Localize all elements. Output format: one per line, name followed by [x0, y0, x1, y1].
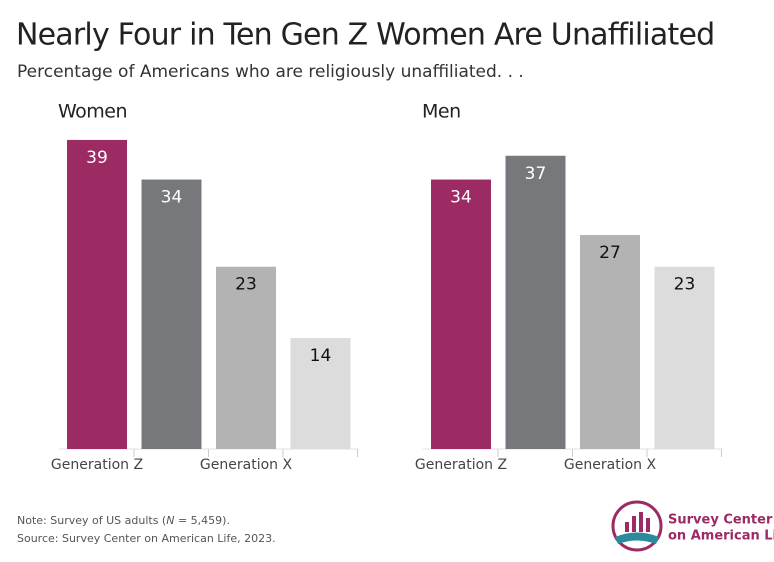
value-label: 37: [525, 164, 547, 184]
bar: [216, 266, 276, 449]
logo-ring: [611, 500, 663, 552]
x-tick-label: Generation X: [200, 457, 293, 473]
bar: [505, 155, 566, 449]
note-text: Note: Survey of US adults (: [17, 514, 166, 527]
value-label: 34: [161, 188, 183, 208]
bar: [290, 338, 351, 449]
chart-subtitle: Percentage of Americans who are religiou…: [17, 62, 524, 82]
logo: Survey Center on American Life: [611, 500, 774, 552]
note-text: N: [166, 514, 174, 527]
logo-icon: [646, 518, 650, 532]
bar: [431, 179, 491, 450]
value-label: 14: [310, 346, 332, 366]
value-label: 39: [86, 148, 108, 168]
logo-icon: [625, 522, 629, 532]
value-label: 27: [599, 243, 621, 263]
bar: [67, 139, 127, 450]
logo-icon: [639, 512, 643, 532]
logo-icon: [615, 532, 659, 544]
panel-title: Women: [58, 101, 127, 123]
note: Note: Survey of US adults (N = 5,459).: [17, 514, 230, 527]
note-text: = 5,459).: [174, 514, 230, 527]
logo-text: on American Life: [668, 529, 774, 544]
logo-icon: [632, 516, 636, 532]
value-label: 34: [450, 188, 472, 208]
logo-text: Survey Center: [668, 513, 773, 528]
chart-title: Nearly Four in Ten Gen Z Women Are Unaff…: [16, 18, 714, 53]
bar: [141, 179, 202, 450]
x-tick-label: Generation Z: [415, 457, 507, 473]
x-tick-label: Generation X: [564, 457, 657, 473]
x-tick-label: Generation Z: [51, 457, 143, 473]
bar: [654, 266, 715, 449]
value-label: 23: [674, 275, 696, 295]
value-label: 23: [235, 275, 257, 295]
bar: [580, 235, 640, 449]
source: Source: Survey Center on American Life, …: [17, 532, 276, 545]
panel-title: Men: [422, 101, 461, 123]
